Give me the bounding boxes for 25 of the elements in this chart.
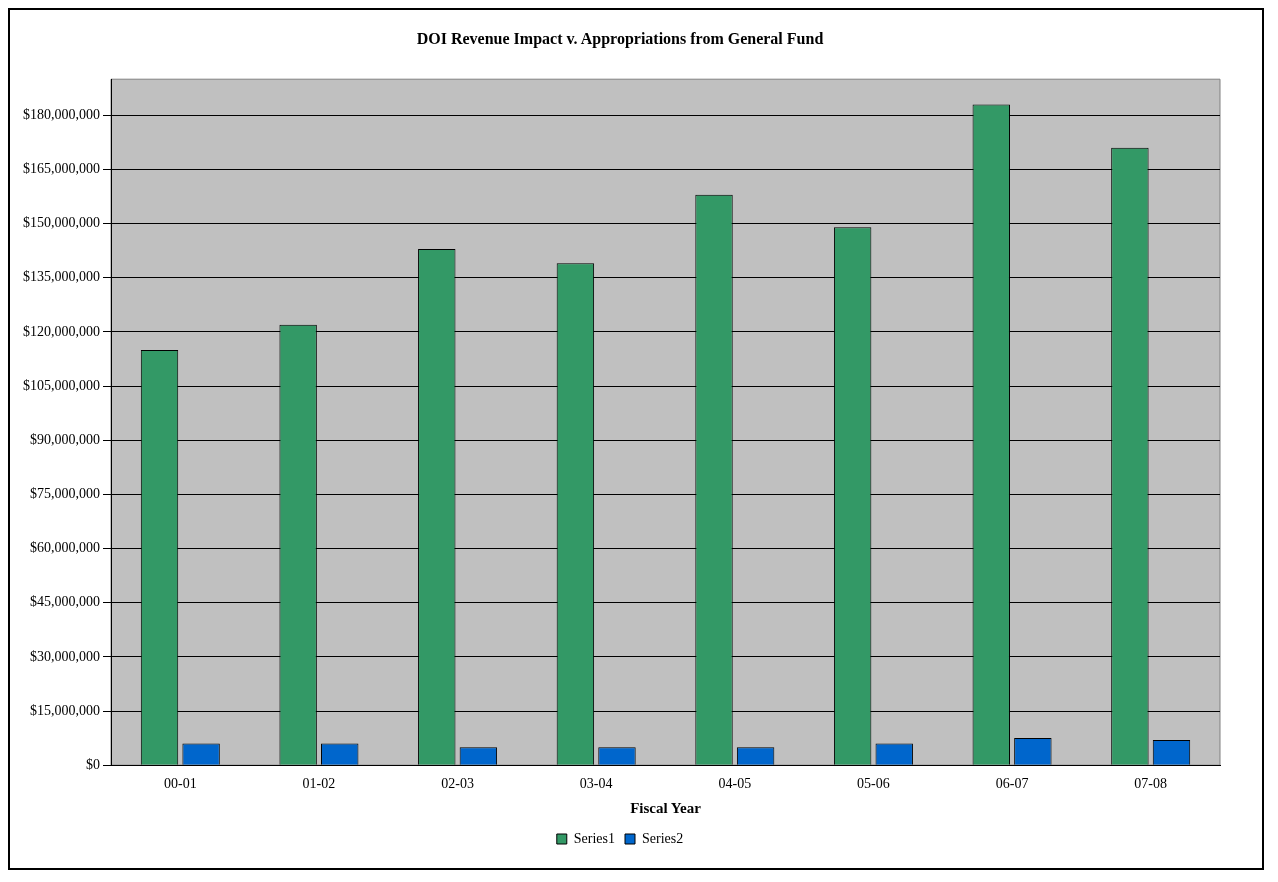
- x-tick-label: 07-08: [1134, 776, 1168, 792]
- y-tick-label: $60,000,000: [30, 540, 100, 556]
- x-tick-label: 05-06: [857, 776, 890, 792]
- x-axis-title: Fiscal Year: [630, 799, 702, 816]
- y-tick-label: $90,000,000: [30, 431, 100, 447]
- chart-title: DOI Revenue Impact v. Appropriations from General Fund: [416, 29, 824, 48]
- x-tick-label: 02-03: [441, 776, 474, 792]
- y-tick-label: $135,000,000: [23, 269, 100, 285]
- x-tick-label: 03-04: [579, 776, 613, 792]
- legend-label: Series1: [573, 830, 615, 846]
- x-tick-label: 04-05: [718, 776, 752, 792]
- y-tick-label: $30,000,000: [30, 648, 100, 664]
- y-tick-label: $75,000,000: [30, 486, 100, 502]
- y-tick-label: $45,000,000: [30, 594, 100, 610]
- x-tick-label: 01-02: [302, 776, 336, 792]
- y-tick-label: $15,000,000: [30, 702, 100, 718]
- y-tick-label: $150,000,000: [23, 215, 100, 231]
- y-tick-label: $105,000,000: [23, 377, 100, 393]
- y-tick-label: $120,000,000: [23, 323, 100, 339]
- x-tick-label: 06-07: [995, 776, 1029, 792]
- legend-label: Series2: [642, 830, 684, 846]
- y-tick-label: $165,000,000: [23, 161, 100, 177]
- y-tick-label: $0: [86, 756, 100, 772]
- x-tick-label: 00-01: [163, 776, 197, 792]
- y-tick-label: $180,000,000: [23, 106, 100, 122]
